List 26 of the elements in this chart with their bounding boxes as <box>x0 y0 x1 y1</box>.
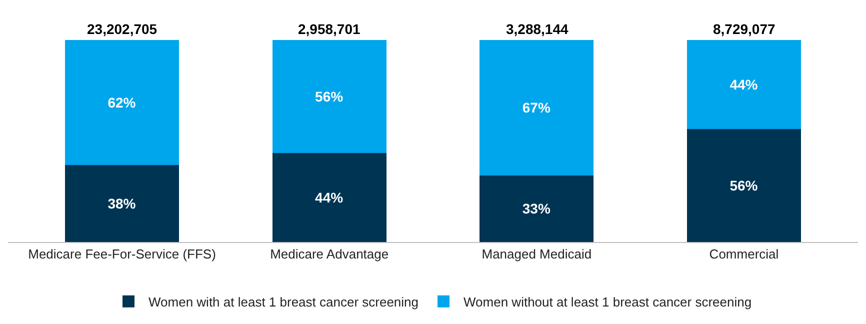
data-label: 62% <box>108 94 136 111</box>
x-tick-label: Medicare Advantage <box>270 246 389 262</box>
legend-label: Women without at least 1 breast cancer screening <box>464 294 752 310</box>
x-tick-label: Commercial <box>709 246 779 262</box>
x-tick-label: Medicare Fee-For-Service (FFS) <box>28 246 216 262</box>
bar <box>65 40 180 166</box>
bar <box>686 40 801 129</box>
data-label: 33% <box>522 200 551 217</box>
text: 2,958,701 <box>298 21 360 37</box>
data-label: 56% <box>730 177 758 194</box>
data-label: 67% <box>522 100 551 116</box>
text: 3,288,144 <box>506 21 568 37</box>
bar <box>65 165 180 242</box>
data-label: 38% <box>108 196 136 212</box>
text: 23,202,705 <box>87 21 158 37</box>
bar <box>272 40 386 154</box>
text: 8,729,077 <box>713 21 776 37</box>
x-tick-label: Managed Medicaid <box>482 246 592 262</box>
bar <box>272 153 386 242</box>
data-label: 56% <box>315 88 344 105</box>
bar <box>480 40 594 176</box>
legend-label: Women with at least 1 breast cancer screening <box>148 294 419 310</box>
bar <box>686 128 801 242</box>
data-label: 44% <box>730 76 758 92</box>
data-label: 44% <box>315 190 344 206</box>
bar <box>480 175 594 242</box>
